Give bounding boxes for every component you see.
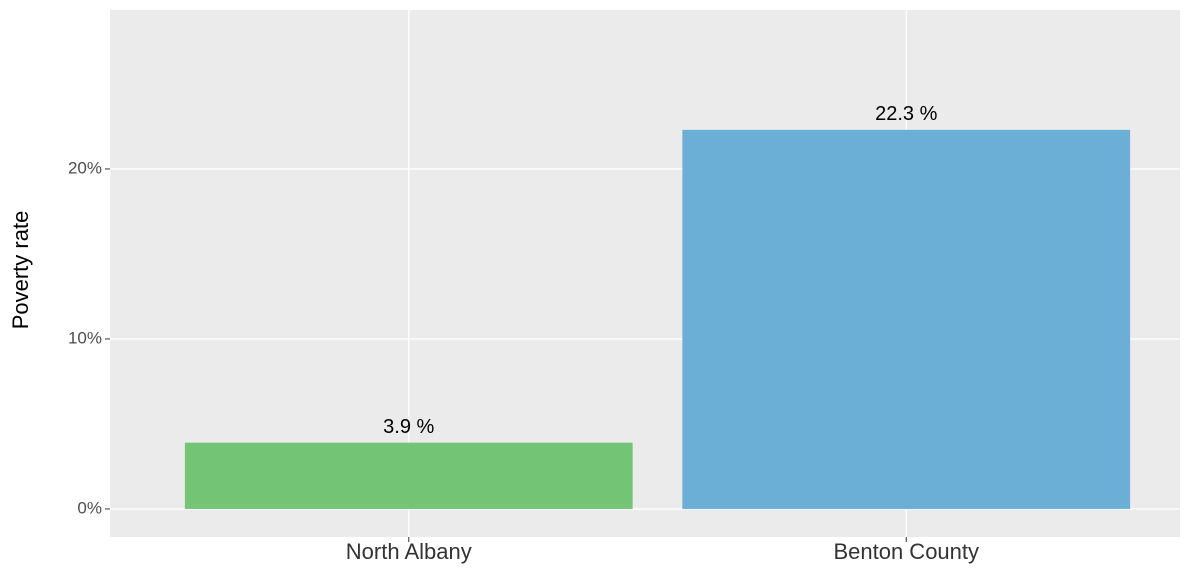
data-label: 22.3 % — [875, 103, 937, 125]
x-tick-label: North Albany — [346, 539, 472, 564]
x-tick-label: Benton County — [833, 539, 979, 564]
y-tick-label: 10% — [68, 328, 102, 347]
bar — [682, 129, 1131, 509]
y-tick-label: 20% — [68, 158, 102, 177]
bar — [184, 442, 633, 509]
y-axis-label: Poverty rate — [8, 211, 33, 330]
data-label: 3.9 % — [383, 416, 434, 438]
y-tick-label: 0% — [77, 498, 102, 517]
